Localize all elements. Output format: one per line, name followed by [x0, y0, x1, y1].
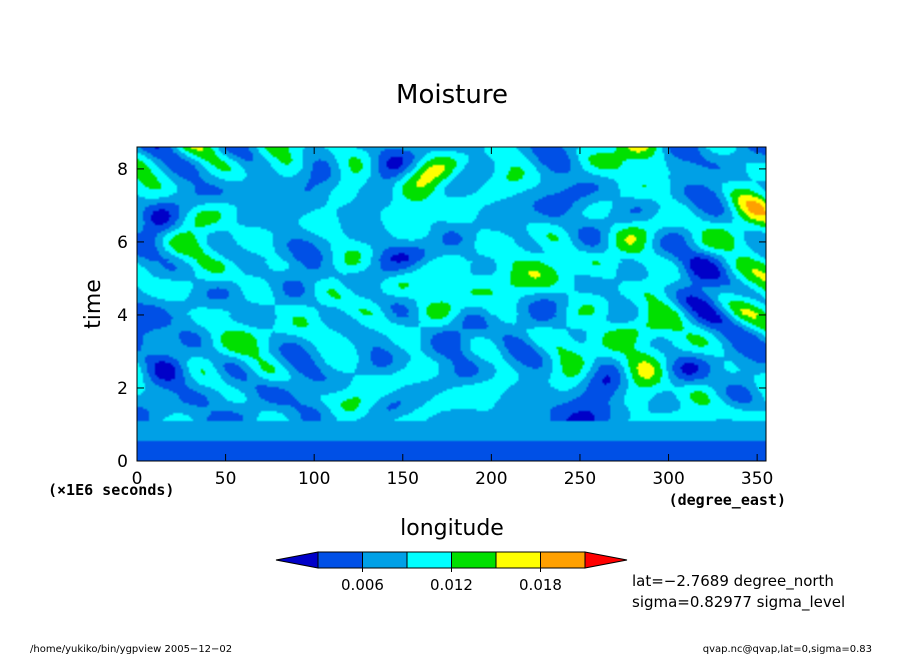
y-units-label: (×1E6 seconds) — [48, 481, 174, 499]
colorbar-labels: 0.006 0.012 0.018 — [341, 568, 562, 594]
y-tick-label: 0 — [117, 452, 128, 472]
colorbar-arrow-low — [275, 551, 319, 569]
x-tick-label: 0 — [132, 469, 143, 489]
x-axis-label: longitude — [400, 516, 504, 541]
colorbar-swatch — [362, 551, 408, 569]
y-tick-label: 4 — [117, 306, 128, 326]
x-tick-label: 100 — [298, 469, 330, 489]
footer-left: /home/yukiko/bin/ygpview 2005−12−02 — [30, 644, 232, 654]
colorbar-swatch — [540, 551, 586, 569]
colorbar-tick-label: 0.018 — [519, 576, 562, 594]
colorbar-swatch — [406, 551, 452, 569]
x-tick-label: 350 — [741, 469, 773, 489]
colorbar-tick-label: 0.012 — [430, 576, 473, 594]
y-tick-label: 2 — [117, 379, 128, 399]
colorbar-swatch — [451, 551, 497, 569]
x-tick-label: 300 — [652, 469, 684, 489]
plot-frame — [136, 146, 767, 462]
y-tick-label: 6 — [117, 233, 128, 253]
colorbar-swatch — [317, 551, 363, 569]
y-axis-label: time — [81, 279, 106, 329]
colorbar-swatch — [495, 551, 541, 569]
x-tick-label: 250 — [564, 469, 596, 489]
y-tick-label: 8 — [117, 160, 128, 180]
y-axis: 0 2 4 6 8 — [117, 160, 766, 472]
chart-title: Moisture — [396, 80, 508, 110]
x-units-label: (degree_east) — [669, 491, 786, 509]
moisture-field — [137, 147, 766, 461]
plot-area — [137, 147, 766, 461]
x-tick-label: 150 — [387, 469, 419, 489]
colorbar — [275, 551, 628, 569]
colorbar-tick-label: 0.006 — [341, 576, 384, 594]
footer-right: qvap.nc@qvap,lat=0,sigma=0.83 — [703, 644, 872, 654]
sigma-annotation: sigma=0.82977 sigma_level — [632, 593, 845, 612]
x-tick-label: 50 — [215, 469, 237, 489]
x-tick-label: 200 — [475, 469, 507, 489]
colorbar-arrow-high — [584, 551, 628, 569]
lat-annotation: lat=−2.7689 degree_north — [632, 572, 834, 591]
x-axis: 0 50 100 150 200 250 300 350 — [132, 147, 773, 489]
